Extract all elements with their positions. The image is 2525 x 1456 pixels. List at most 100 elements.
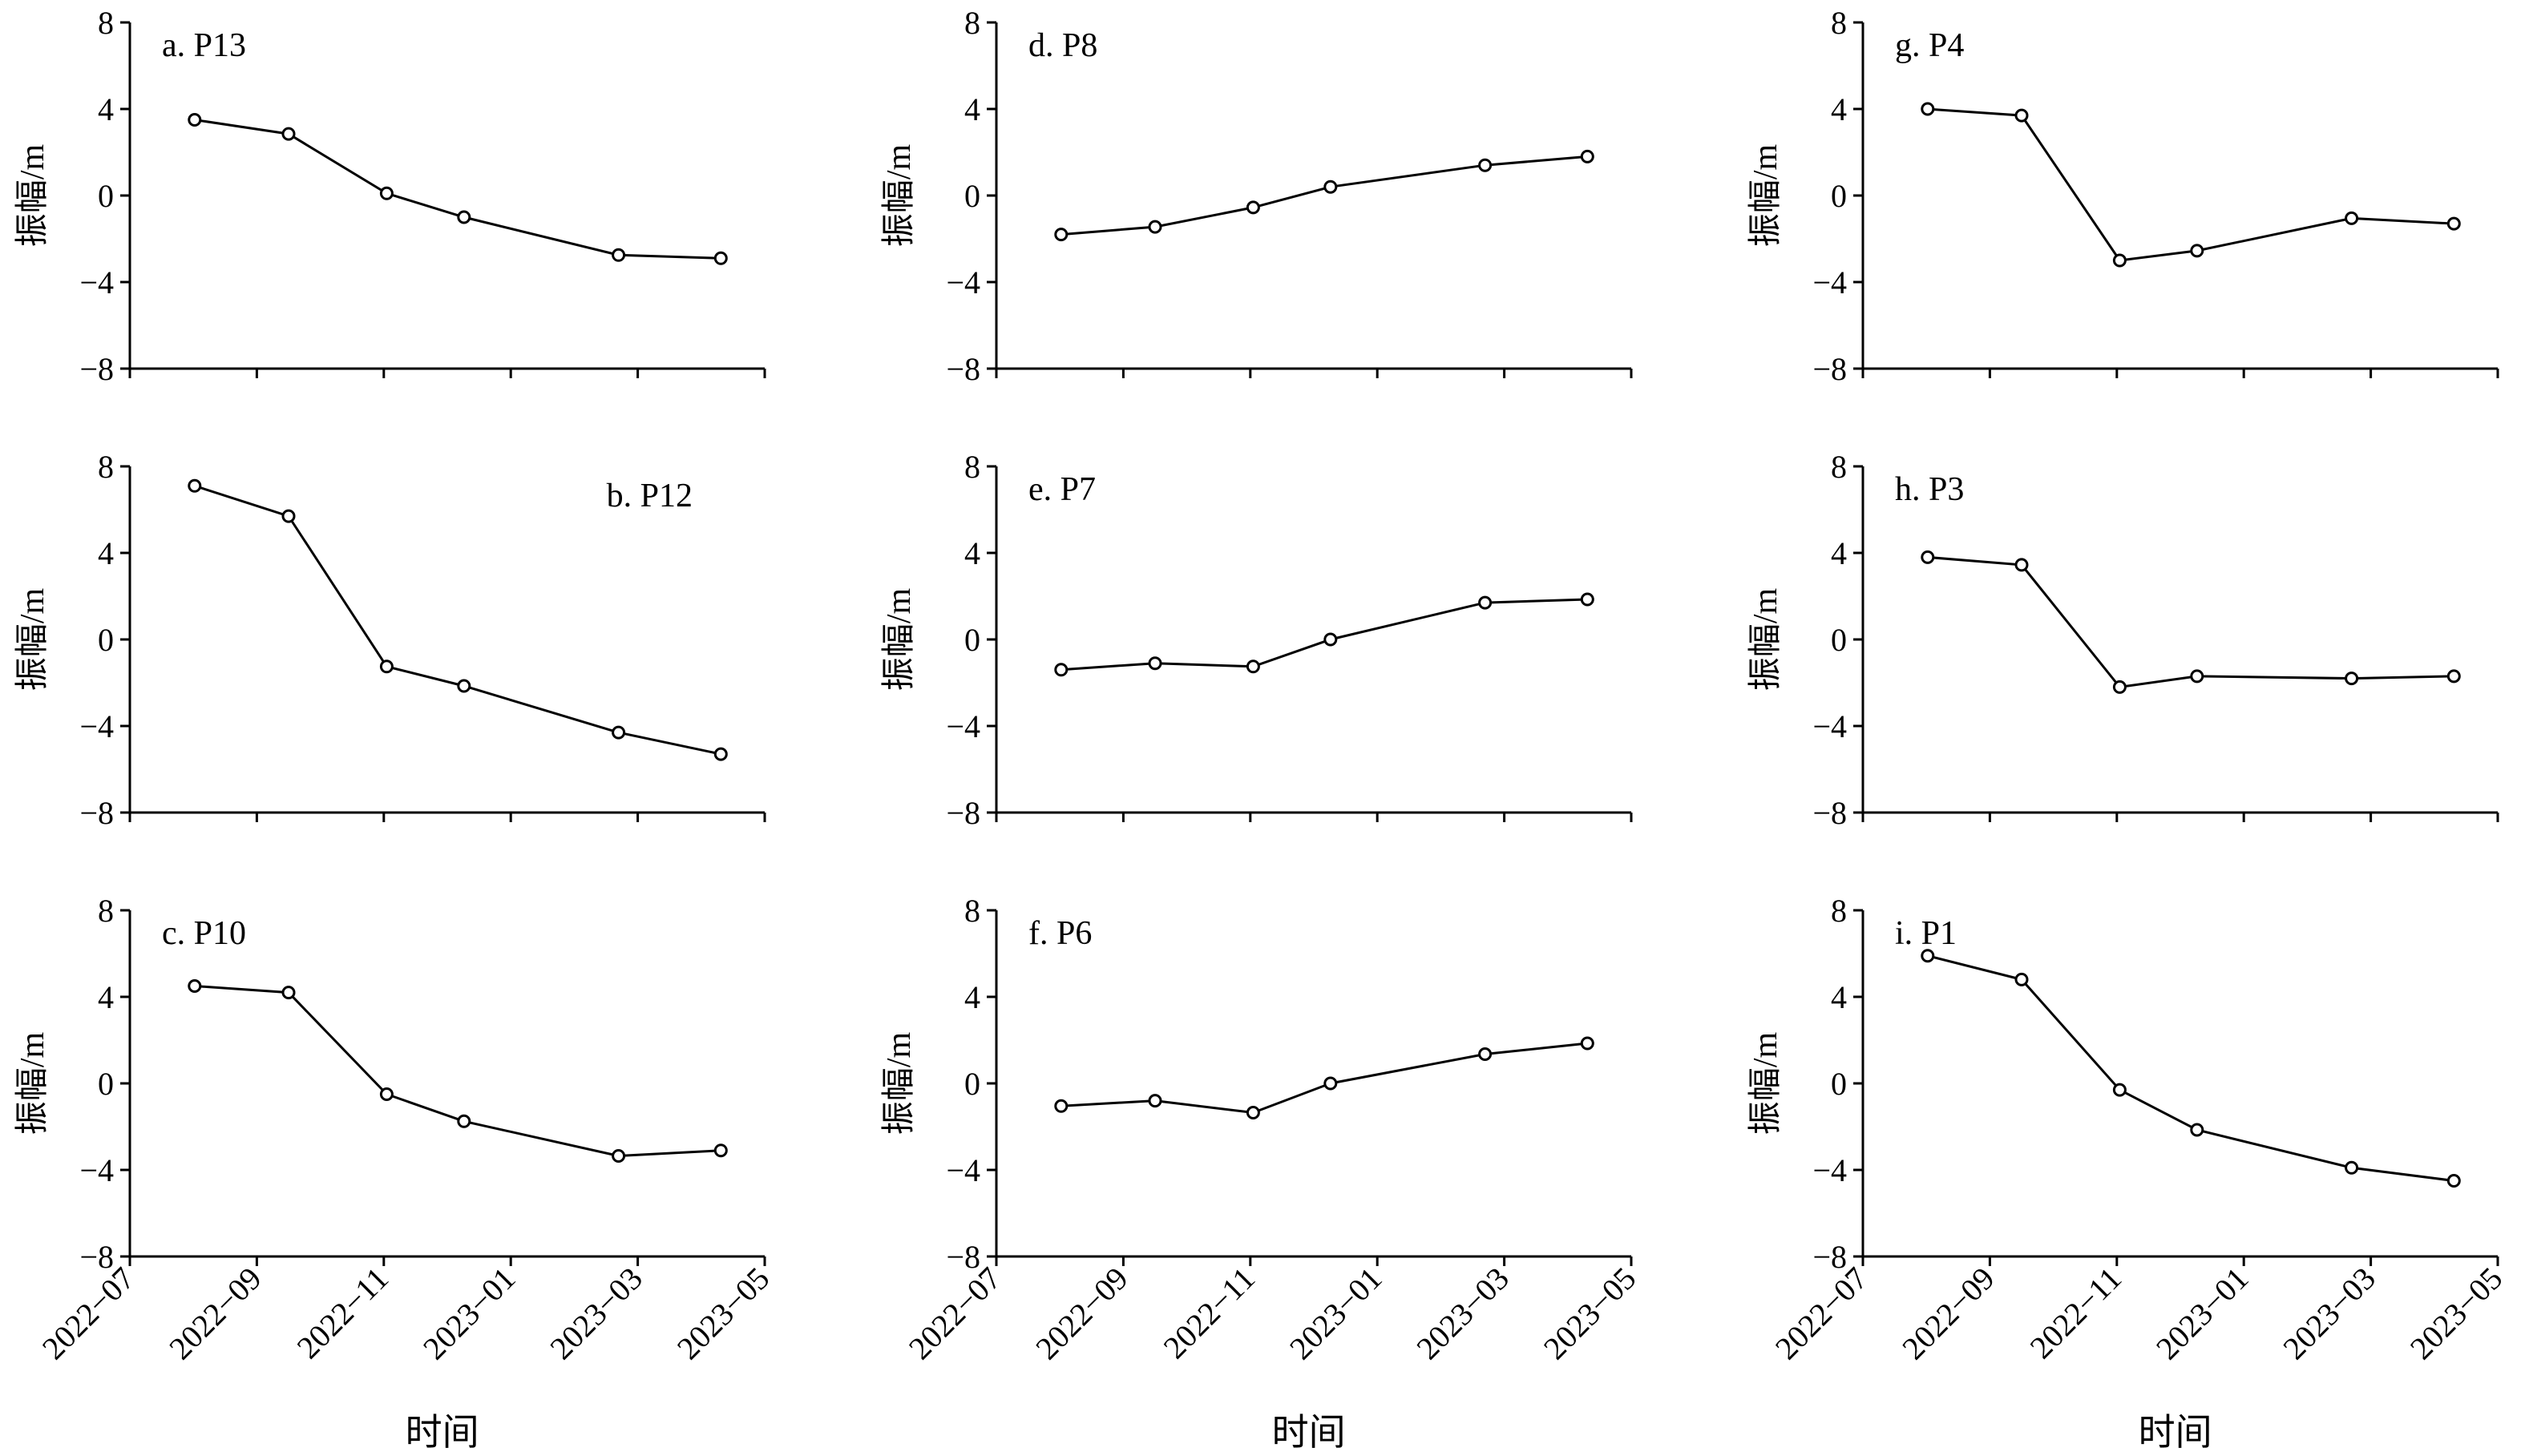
y-tick-label: −4 bbox=[79, 708, 114, 744]
data-point bbox=[1323, 1076, 1338, 1091]
y-tick-label: 8 bbox=[1831, 5, 1847, 41]
x-tick-label: 2022−09 bbox=[1028, 1260, 1135, 1367]
data-point bbox=[2112, 680, 2127, 694]
y-tick-label: −8 bbox=[79, 795, 114, 831]
data-point bbox=[612, 725, 626, 740]
series-line bbox=[194, 484, 721, 756]
x-tick-label: 2023−05 bbox=[670, 1260, 777, 1367]
panel-label: e. P7 bbox=[1028, 471, 1096, 508]
panel-label: d. P8 bbox=[1028, 27, 1097, 64]
panel-label: f. P6 bbox=[1028, 915, 1092, 952]
y-axis-label: 振幅/m bbox=[14, 588, 51, 692]
y-tick-label: −4 bbox=[79, 1152, 114, 1188]
data-point bbox=[379, 1087, 394, 1101]
data-point bbox=[2345, 672, 2359, 686]
data-point bbox=[1580, 1036, 1594, 1051]
data-point bbox=[1148, 220, 1162, 234]
y-tick-label: 0 bbox=[964, 622, 980, 658]
y-tick-label: −8 bbox=[946, 1239, 980, 1275]
data-point bbox=[379, 659, 394, 674]
y-tick-label: −4 bbox=[946, 708, 980, 744]
y-tick-label: 0 bbox=[98, 1066, 114, 1102]
panel-1: 8 4 0 −4 −8 振幅/m a. P13 bbox=[14, 5, 766, 387]
data-point bbox=[2112, 1083, 2127, 1097]
y-axis-label: 振幅/m bbox=[881, 144, 918, 248]
data-point bbox=[1246, 659, 1260, 674]
x-axis-label: 时间 bbox=[1272, 1412, 1346, 1453]
panel-8: 8 4 0 −4 −8 振幅/m h. P3 bbox=[1747, 449, 2499, 831]
y-axis-label: 振幅/m bbox=[1747, 1032, 1784, 1135]
y-tick-label: 0 bbox=[1831, 178, 1847, 214]
y-tick-label: 4 bbox=[964, 535, 980, 571]
data-point bbox=[2014, 972, 2029, 986]
x-tick-label: 2023−05 bbox=[2403, 1260, 2510, 1367]
y-tick-label: 4 bbox=[1831, 979, 1847, 1015]
data-point bbox=[2345, 1160, 2359, 1175]
data-point bbox=[281, 509, 296, 523]
series-line bbox=[1060, 598, 1588, 672]
series-line bbox=[194, 985, 721, 1158]
panel-4: 8 4 0 −4 −8 振幅/m d. P8 bbox=[881, 5, 1633, 387]
data-point bbox=[457, 679, 471, 693]
data-point bbox=[2014, 108, 2029, 123]
x-tick-label: 2022−07 bbox=[902, 1260, 1008, 1367]
data-point bbox=[1246, 200, 1260, 215]
panel-label: c. P10 bbox=[162, 915, 246, 952]
data-point bbox=[1478, 595, 1493, 610]
data-point bbox=[2446, 669, 2461, 684]
data-point bbox=[379, 186, 394, 200]
data-point bbox=[188, 113, 202, 127]
data-point bbox=[713, 1143, 728, 1158]
data-point bbox=[1323, 179, 1338, 194]
y-tick-label: −8 bbox=[79, 1239, 114, 1275]
y-tick-label: 8 bbox=[1831, 449, 1847, 485]
y-tick-label: −8 bbox=[1812, 1239, 1847, 1275]
y-axis-label: 振幅/m bbox=[14, 144, 51, 248]
data-point bbox=[713, 747, 728, 761]
x-tick-label: 2023−03 bbox=[2276, 1260, 2382, 1367]
panel-7: 8 4 0 −4 −8 振幅/m g. P4 bbox=[1747, 5, 2499, 387]
y-tick-label: 0 bbox=[964, 1066, 980, 1102]
y-axis-label: 振幅/m bbox=[1747, 144, 1784, 248]
data-point bbox=[2112, 253, 2127, 268]
y-tick-label: 4 bbox=[1831, 535, 1847, 571]
data-point bbox=[612, 248, 626, 262]
data-point bbox=[1148, 656, 1162, 671]
x-tick-label: 2022−11 bbox=[1157, 1260, 1262, 1366]
x-tick-label: 2022−07 bbox=[1768, 1260, 1875, 1367]
y-tick-label: −8 bbox=[1812, 351, 1847, 387]
series-line bbox=[1927, 555, 2454, 689]
data-point bbox=[1478, 1047, 1493, 1061]
series-line bbox=[1927, 954, 2454, 1182]
y-tick-label: 8 bbox=[98, 893, 114, 929]
data-point bbox=[2190, 244, 2204, 258]
data-point bbox=[2345, 211, 2359, 225]
panel-label: b. P12 bbox=[607, 478, 693, 514]
panel-label: i. P1 bbox=[1895, 915, 1957, 952]
y-tick-label: −8 bbox=[946, 795, 980, 831]
panel-label: h. P3 bbox=[1895, 471, 1964, 508]
y-axis-label: 振幅/m bbox=[881, 588, 918, 692]
y-axis-label: 振幅/m bbox=[1747, 588, 1784, 692]
y-tick-label: 8 bbox=[964, 893, 980, 929]
y-tick-label: 4 bbox=[964, 91, 980, 127]
x-tick-label: 2023−01 bbox=[2149, 1260, 2256, 1367]
y-tick-label: 4 bbox=[98, 535, 114, 571]
data-point bbox=[1323, 632, 1338, 647]
y-axis-label: 振幅/m bbox=[14, 1032, 51, 1135]
y-tick-label: 4 bbox=[964, 979, 980, 1015]
y-tick-label: 4 bbox=[98, 979, 114, 1015]
data-point bbox=[713, 251, 728, 265]
panel-label: a. P13 bbox=[162, 27, 246, 64]
data-point bbox=[281, 986, 296, 1000]
x-tick-label: 2023−03 bbox=[543, 1260, 649, 1367]
y-tick-label: −4 bbox=[946, 1152, 980, 1188]
data-point bbox=[2190, 669, 2204, 684]
data-point bbox=[2446, 1174, 2461, 1188]
y-tick-label: −8 bbox=[946, 351, 980, 387]
series-line bbox=[194, 119, 721, 260]
y-tick-label: −4 bbox=[1812, 1152, 1847, 1188]
y-tick-label: 4 bbox=[98, 91, 114, 127]
